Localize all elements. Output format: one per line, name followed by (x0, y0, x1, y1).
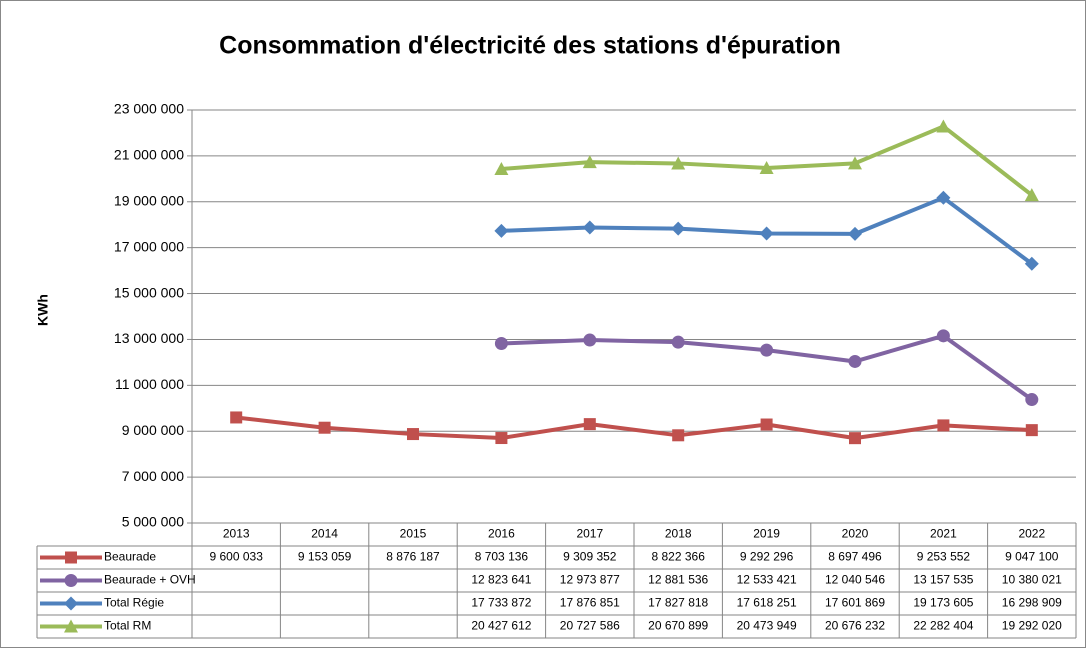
data-point (494, 223, 509, 238)
y-tick-label: 15 000 000 (114, 284, 184, 300)
data-point (936, 329, 950, 343)
data-point (671, 221, 686, 236)
data-point (230, 411, 243, 424)
series-line (235, 415, 1032, 441)
table-cell: 19 173 605 (913, 596, 973, 610)
legend-label: Total RM (104, 619, 151, 633)
table-cell: 9 153 059 (298, 550, 352, 564)
chart-title: Consommation d'électricité des stations … (219, 32, 841, 60)
table-cell: 8 703 136 (475, 550, 529, 564)
data-point (1024, 256, 1039, 271)
table-cell: 20 427 612 (471, 619, 531, 633)
y-tick-label: 5 000 000 (122, 514, 184, 530)
table-cell: 17 618 251 (737, 596, 797, 610)
y-tick-label: 17 000 000 (114, 238, 184, 254)
legend-marker (65, 551, 77, 564)
legend-label: Beaurade + OVH (104, 573, 196, 587)
table-cell: 19 292 020 (1002, 619, 1062, 633)
y-tick-label: 23 000 000 (114, 101, 184, 117)
table-cell: 9 600 033 (210, 550, 264, 564)
data-point (760, 343, 774, 357)
data-point (671, 156, 686, 170)
table-cell: 12 040 546 (825, 573, 885, 587)
data-point (672, 429, 685, 442)
y-tick-label: 11 000 000 (115, 376, 184, 392)
table-cell: 20 670 899 (648, 619, 708, 633)
data-point (848, 226, 862, 241)
table-cell: 20 676 232 (825, 619, 885, 633)
table-cell: 17 733 872 (471, 596, 531, 610)
table-cell: 12 823 641 (471, 573, 531, 587)
x-tick-label: 2013 (223, 527, 250, 541)
data-point (407, 428, 419, 441)
y-axis-label: KWh (35, 294, 51, 326)
table-cell: 9 292 296 (740, 550, 794, 564)
data-point (1025, 393, 1039, 407)
table-cell: 17 601 869 (825, 596, 885, 610)
legend-marker (64, 596, 78, 611)
data-point (583, 418, 596, 431)
table-cell: 12 533 421 (737, 573, 797, 587)
x-tick-label: 2020 (842, 527, 869, 541)
legend-marker (64, 619, 78, 633)
data-point (494, 336, 508, 350)
table-cell: 9 309 352 (563, 550, 617, 564)
data-point (583, 333, 597, 347)
data-point (582, 155, 597, 169)
x-tick-label: 2018 (665, 527, 692, 541)
x-tick-label: 2019 (753, 527, 780, 541)
data-point (494, 162, 509, 176)
x-tick-label: 2021 (930, 527, 957, 541)
data-point (760, 418, 773, 431)
y-tick-label: 9 000 000 (122, 422, 184, 438)
data-point (495, 432, 508, 445)
data-point (671, 335, 685, 349)
data-point (848, 156, 862, 170)
legend-label: Total Régie (104, 596, 164, 610)
data-point (759, 160, 774, 174)
y-tick-label: 21 000 000 (114, 147, 184, 163)
legend-label: Beaurade (104, 550, 156, 564)
x-tick-label: 2015 (400, 527, 427, 541)
x-tick-label: 2022 (1018, 527, 1045, 541)
table-cell: 8 697 496 (828, 550, 882, 564)
table-cell: 9 253 552 (917, 550, 971, 564)
table-cell: 12 973 877 (560, 573, 620, 587)
table-cell: 17 876 851 (560, 596, 620, 610)
data-point (936, 119, 951, 133)
y-tick-label: 13 000 000 (114, 330, 184, 346)
table-cell: 22 282 404 (913, 619, 973, 633)
x-tick-label: 2014 (311, 527, 338, 541)
data-point (848, 354, 862, 368)
data-point (1024, 188, 1039, 202)
table-cell: 9 047 100 (1005, 550, 1059, 564)
data-point (1025, 424, 1038, 437)
table-cell: 12 881 536 (648, 573, 708, 587)
data-point (937, 419, 950, 432)
data-point (582, 220, 597, 235)
x-tick-label: 2017 (576, 527, 603, 541)
table-cell: 16 298 909 (1002, 596, 1062, 610)
legend-marker (64, 574, 78, 587)
table-cell: 17 827 818 (648, 596, 708, 610)
table-cell: 13 157 535 (913, 573, 973, 587)
y-tick-label: 7 000 000 (122, 468, 184, 484)
data-point (849, 432, 861, 445)
y-tick-label: 19 000 000 (114, 192, 184, 208)
data-point (759, 226, 774, 241)
data-point (936, 190, 951, 205)
x-tick-label: 2016 (488, 527, 515, 541)
table-cell: 10 380 021 (1002, 573, 1062, 587)
table-cell: 20 727 586 (560, 619, 620, 633)
data-point (318, 421, 331, 434)
table-cell: 8 876 187 (386, 550, 440, 564)
table-cell: 20 473 949 (737, 619, 797, 633)
table-cell: 8 822 366 (652, 550, 706, 564)
